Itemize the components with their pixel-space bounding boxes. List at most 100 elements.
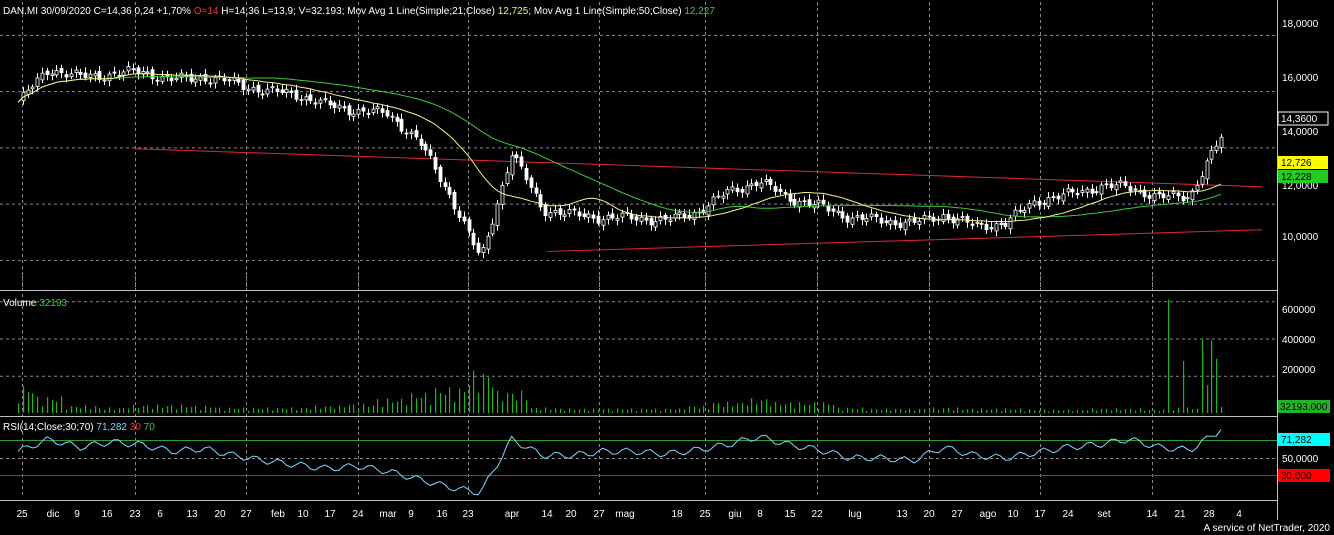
volume-bar [886, 408, 888, 413]
volume-bar [1197, 408, 1199, 413]
candle [615, 214, 620, 226]
volume-bar [588, 411, 590, 413]
volume-bar [679, 408, 681, 413]
volume-grid [0, 276, 1277, 413]
x-tick-label: 20 [565, 509, 577, 520]
volume-bar [1058, 410, 1060, 413]
candle [577, 207, 582, 221]
candle [946, 209, 951, 224]
volume-bar [775, 401, 777, 413]
price-grid [0, 2, 1277, 288]
volume-bar [95, 406, 97, 413]
volume-bar [262, 409, 264, 413]
ma21-line [17, 73, 1222, 223]
x-tick-label: 22 [811, 509, 823, 520]
candle [649, 215, 654, 231]
volume-bar [871, 408, 873, 413]
candle [93, 70, 98, 82]
candle [486, 231, 491, 255]
candle [308, 89, 313, 104]
candle [1176, 190, 1181, 202]
volume-bar [1044, 409, 1046, 413]
x-tick-label: 9 [408, 509, 414, 520]
volume-bar [1015, 409, 1017, 413]
candle [476, 237, 481, 256]
last-price-tag: 14,3600 [1281, 114, 1318, 125]
candle [582, 208, 587, 220]
volume-bar [1068, 409, 1070, 413]
volume-bar [1024, 411, 1026, 413]
candle [356, 103, 361, 118]
candle [409, 128, 414, 140]
candle [380, 104, 385, 118]
candle [443, 177, 448, 191]
candle [1118, 176, 1123, 188]
candle [222, 73, 227, 86]
volume-bar [421, 398, 423, 413]
candle [1157, 187, 1162, 199]
price-tick: 12,0000 [1282, 181, 1319, 192]
candle [773, 181, 778, 196]
candle [668, 215, 673, 226]
volume-bar [699, 408, 701, 413]
candle [850, 212, 855, 228]
candle [553, 205, 558, 217]
candle [1090, 184, 1095, 198]
volume-bar [622, 409, 624, 413]
candle [227, 77, 232, 87]
volume-bar [1192, 409, 1194, 413]
volume-bar [258, 408, 260, 413]
candle [783, 189, 788, 199]
candle [155, 75, 160, 86]
volume-bar [406, 405, 408, 413]
volume-bar [929, 410, 931, 413]
volume-bar [42, 406, 44, 413]
volume-bar [37, 396, 39, 413]
volume-bar [540, 410, 542, 413]
volume-bar [1001, 411, 1003, 413]
volume-bar [847, 407, 849, 413]
footer-credit: A service of NetTrader, 2020 [1204, 523, 1331, 534]
ma21-label: Mov Avg 1 Line(Simple;21;Close) [347, 6, 495, 17]
x-tick-label: 17 [1034, 509, 1046, 520]
volume-bar [555, 408, 557, 413]
candle [1080, 185, 1085, 197]
volume-bar [521, 390, 523, 413]
candle [160, 70, 165, 85]
rsi-value-tag: 71,282 [1281, 435, 1312, 446]
volume-bar [751, 398, 753, 413]
volume-bar [152, 408, 154, 413]
volume-axis: 600000 400000 200000 32193,000 [1278, 305, 1330, 413]
candle [639, 211, 644, 225]
x-tick-label: 20 [923, 509, 935, 520]
volume-bar [1168, 299, 1170, 413]
volume-bar [747, 405, 749, 413]
volume-bar [972, 408, 974, 413]
trendline-support [546, 229, 1263, 252]
volume-bar [497, 390, 499, 413]
volume-bar [660, 410, 662, 413]
x-tick-label: 8 [757, 509, 763, 520]
x-tick-label: dic [47, 509, 60, 520]
candle [510, 151, 515, 180]
volume-bar [1010, 409, 1012, 413]
x-tick-label: 14 [1146, 509, 1158, 520]
candle [1161, 190, 1166, 204]
x-tick-label: 27 [951, 509, 963, 520]
volume-bar [938, 409, 940, 413]
candle [112, 66, 117, 77]
candle [1147, 191, 1152, 204]
volume-bar [655, 408, 657, 413]
candle [294, 84, 299, 102]
volume-bar [512, 393, 514, 413]
candle [275, 84, 280, 97]
volume-bar [90, 409, 92, 413]
x-tick-label: mar [379, 509, 397, 520]
volume-bar [85, 405, 87, 413]
volume-bar [1005, 408, 1007, 413]
candle [1018, 204, 1023, 214]
volume-bar [713, 403, 715, 413]
volume-bar [492, 387, 494, 413]
volume-bar [838, 407, 840, 413]
